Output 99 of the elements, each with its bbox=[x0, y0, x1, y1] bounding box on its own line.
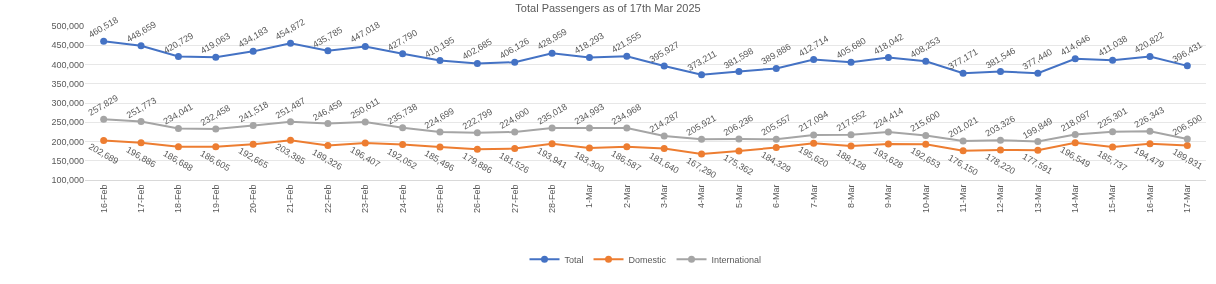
point bbox=[511, 58, 519, 66]
point bbox=[847, 142, 855, 150]
point bbox=[287, 39, 295, 47]
y-tick-label: 500,000 bbox=[51, 21, 84, 32]
point bbox=[511, 145, 519, 153]
x-tick-label: 27-Feb bbox=[509, 184, 520, 214]
x-tick-label: 4-Mar bbox=[696, 184, 707, 209]
x-tick-label: 2-Mar bbox=[621, 184, 632, 209]
point bbox=[810, 56, 818, 64]
y-tick-label: 450,000 bbox=[51, 40, 84, 51]
point bbox=[698, 150, 706, 158]
x-tick-label: 19-Feb bbox=[210, 184, 221, 214]
point bbox=[361, 139, 369, 147]
point bbox=[473, 145, 481, 153]
point bbox=[436, 57, 444, 65]
point bbox=[922, 140, 930, 148]
point bbox=[772, 144, 780, 152]
y-tick-label: 150,000 bbox=[51, 155, 84, 166]
x-tick-label: 15-Mar bbox=[1107, 184, 1118, 214]
y-tick-label: 400,000 bbox=[51, 59, 84, 70]
point bbox=[1109, 56, 1117, 64]
x-tick-label: 20-Feb bbox=[248, 184, 259, 214]
x-tick-label: 5-Mar bbox=[733, 184, 744, 209]
x-tick-label: 3-Mar bbox=[659, 184, 670, 209]
y-tick-label: 100,000 bbox=[51, 175, 84, 186]
legend-label: Total bbox=[564, 254, 584, 265]
point bbox=[810, 139, 818, 147]
x-tick-label: 25-Feb bbox=[434, 184, 445, 214]
point bbox=[548, 140, 556, 148]
point bbox=[1071, 139, 1079, 147]
y-tick-label: 200,000 bbox=[51, 136, 84, 147]
point bbox=[212, 143, 220, 151]
legend-label: International bbox=[711, 254, 762, 265]
x-tick-label: 23-Feb bbox=[360, 184, 371, 214]
x-tick-label: 21-Feb bbox=[285, 184, 296, 214]
point bbox=[735, 147, 743, 155]
point bbox=[884, 54, 892, 62]
x-tick-label: 22-Feb bbox=[322, 184, 333, 214]
point bbox=[137, 118, 145, 126]
point bbox=[399, 50, 407, 58]
point bbox=[698, 71, 706, 79]
x-tick-label: 13-Mar bbox=[1032, 184, 1043, 214]
x-tick-label: 18-Feb bbox=[173, 184, 184, 214]
y-tick-label: 250,000 bbox=[51, 117, 84, 128]
point bbox=[174, 53, 182, 61]
x-tick-label: 7-Mar bbox=[808, 184, 819, 209]
y-tick-label: 350,000 bbox=[51, 78, 84, 89]
chart-title: Total Passengers as of 17th Mar 2025 bbox=[515, 1, 701, 14]
x-tick-label: 11-Mar bbox=[958, 184, 969, 213]
point bbox=[249, 122, 257, 130]
x-tick-label: 10-Mar bbox=[920, 184, 931, 214]
x-tick-label: 1-Mar bbox=[584, 184, 595, 209]
x-tick-label: 28-Feb bbox=[547, 184, 558, 214]
point bbox=[959, 69, 967, 77]
x-tick-label: 14-Mar bbox=[1070, 184, 1081, 214]
point bbox=[137, 139, 145, 147]
point bbox=[1146, 52, 1154, 60]
point bbox=[847, 131, 855, 139]
point bbox=[399, 141, 407, 149]
point bbox=[249, 140, 257, 148]
point bbox=[959, 147, 967, 155]
point bbox=[1183, 141, 1191, 149]
point bbox=[585, 144, 593, 152]
x-tick-label: 16-Mar bbox=[1144, 184, 1155, 214]
x-tick-label: 9-Mar bbox=[883, 184, 894, 209]
point bbox=[1034, 146, 1042, 154]
point bbox=[1071, 55, 1079, 63]
x-tick-label: 17-Feb bbox=[135, 184, 146, 214]
point bbox=[361, 42, 369, 50]
point bbox=[660, 62, 668, 70]
point bbox=[548, 49, 556, 57]
x-tick-label: 12-Mar bbox=[995, 184, 1006, 214]
y-tick-label: 300,000 bbox=[51, 98, 84, 109]
point bbox=[212, 53, 220, 61]
x-tick-label: 8-Mar bbox=[845, 184, 856, 209]
point bbox=[922, 57, 930, 65]
point bbox=[137, 42, 145, 50]
x-tick-label: 16-Feb bbox=[98, 184, 109, 214]
point bbox=[623, 143, 631, 151]
point bbox=[100, 37, 108, 45]
point bbox=[585, 53, 593, 61]
point bbox=[660, 145, 668, 153]
point bbox=[1183, 62, 1191, 70]
point bbox=[772, 64, 780, 72]
x-tick-label: 24-Feb bbox=[397, 184, 408, 214]
point bbox=[623, 52, 631, 60]
point bbox=[174, 143, 182, 151]
point bbox=[473, 59, 481, 67]
point bbox=[324, 47, 332, 55]
point bbox=[1109, 143, 1117, 151]
legend-label: Domestic bbox=[628, 254, 667, 265]
point bbox=[996, 68, 1004, 76]
point bbox=[847, 58, 855, 66]
x-tick-label: 17-Mar bbox=[1182, 184, 1193, 214]
point bbox=[884, 140, 892, 148]
x-tick-label: 26-Feb bbox=[472, 184, 483, 214]
x-tick-label: 6-Mar bbox=[771, 184, 782, 209]
point bbox=[249, 47, 257, 55]
point bbox=[996, 146, 1004, 154]
